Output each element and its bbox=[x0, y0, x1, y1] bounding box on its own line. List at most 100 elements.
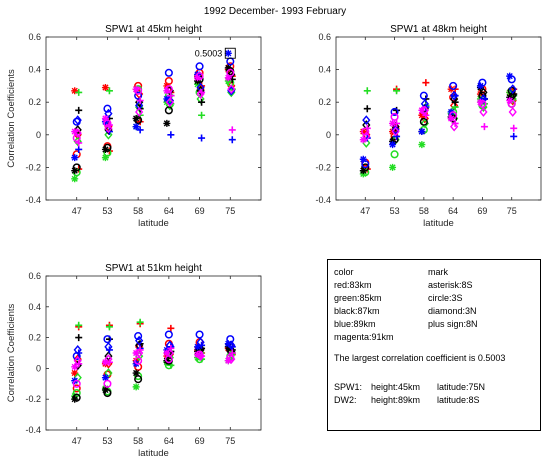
x-axis-label: latitude bbox=[138, 448, 169, 459]
point-magenta-plus bbox=[167, 92, 175, 100]
point-magenta-circle bbox=[390, 112, 399, 121]
x-tick-label: 75 bbox=[225, 436, 235, 446]
point-green-asterisk bbox=[101, 154, 109, 162]
plot-frame bbox=[45, 36, 262, 201]
x-axis-label: latitude bbox=[423, 218, 454, 229]
point-magenta-asterisk bbox=[389, 119, 397, 127]
point-red-asterisk bbox=[476, 90, 484, 98]
legend-dw-label: DW2: bbox=[334, 395, 357, 405]
y-tick-label: 0 bbox=[36, 363, 41, 373]
y-tick-label: 0.4 bbox=[28, 302, 41, 312]
point-blue-asterisk bbox=[71, 154, 79, 162]
plot-frame bbox=[45, 275, 262, 431]
point-magenta-asterisk bbox=[71, 128, 79, 136]
point-magenta-circle bbox=[134, 86, 143, 95]
point-magenta-asterisk bbox=[101, 358, 109, 366]
point-red-circle bbox=[164, 76, 173, 86]
point-blue-circle bbox=[164, 330, 173, 339]
point-blue-circle bbox=[134, 332, 143, 341]
point-black-asterisk bbox=[163, 119, 171, 127]
chart-panel-2: -0.4 -0.2 0 0.2 0.4 0.6 47 53 58 64 69 75 SPW1 at 48… bbox=[315, 24, 542, 229]
point-black-circle bbox=[361, 163, 370, 172]
point-black-asterisk bbox=[132, 369, 140, 377]
point-green-plus bbox=[393, 87, 401, 95]
legend-color-blue: blue:89km bbox=[334, 319, 376, 329]
point-magenta-diamond bbox=[479, 107, 488, 117]
x-tick-label: 58 bbox=[133, 436, 143, 446]
point-blue-plus bbox=[167, 131, 175, 139]
point-magenta-circle bbox=[226, 68, 235, 77]
point-red-plus bbox=[422, 79, 430, 87]
point-blue-diamond bbox=[227, 340, 236, 351]
legend-color-black: black:87km bbox=[334, 306, 380, 316]
point-green-asterisk bbox=[389, 163, 397, 171]
point-black-circle bbox=[103, 143, 112, 152]
y-tick-label: 0 bbox=[326, 130, 331, 140]
point-green-plus bbox=[75, 321, 83, 329]
point-blue-circle bbox=[195, 62, 204, 71]
point-magenta-circle bbox=[134, 356, 143, 365]
point-blue-diamond bbox=[450, 90, 459, 101]
point-blue-asterisk bbox=[418, 128, 426, 136]
point-blue-asterisk bbox=[224, 340, 232, 348]
point-blue-asterisk bbox=[132, 123, 140, 131]
point-blue-plus bbox=[136, 126, 144, 134]
point-black-plus bbox=[451, 98, 459, 106]
point-magenta-plus bbox=[105, 121, 113, 129]
x-tick-label: 69 bbox=[477, 206, 487, 216]
y-tick-label: 0.6 bbox=[318, 32, 331, 42]
point-blue-circle bbox=[361, 160, 370, 169]
x-tick-label: 47 bbox=[360, 206, 370, 216]
point-black-circle bbox=[103, 388, 112, 398]
point-green-diamond bbox=[104, 368, 113, 378]
point-blue-asterisk bbox=[163, 95, 171, 103]
point-magenta-asterisk bbox=[359, 136, 367, 144]
point-magenta-circle bbox=[72, 379, 81, 388]
point-magenta-diamond bbox=[73, 128, 82, 139]
point-blue-plus bbox=[75, 349, 83, 357]
point-magenta-plus bbox=[198, 352, 206, 360]
point-blue-diamond bbox=[73, 115, 82, 126]
point-magenta-plus bbox=[422, 111, 430, 119]
point-blue-diamond bbox=[508, 84, 517, 95]
point-blue-asterisk bbox=[101, 374, 109, 382]
point-red-plus bbox=[136, 118, 144, 126]
x-tick-label: 75 bbox=[507, 206, 517, 216]
x-tick-label: 69 bbox=[195, 206, 205, 216]
legend-color-magenta: magenta:91km bbox=[334, 332, 394, 342]
point-magenta-plus bbox=[510, 124, 518, 132]
point-green-diamond bbox=[362, 138, 371, 148]
point-red-asterisk bbox=[359, 128, 367, 136]
point-green-plus bbox=[105, 87, 113, 95]
point-blue-circle bbox=[134, 91, 143, 100]
legend-mark-diamond: diamond:3N bbox=[428, 306, 477, 316]
point-magenta-plus bbox=[480, 123, 488, 131]
x-tick-label: 69 bbox=[195, 436, 205, 446]
point-magenta-asterisk bbox=[71, 363, 79, 371]
point-blue-diamond bbox=[135, 335, 144, 346]
point-magenta-asterisk bbox=[224, 74, 232, 82]
x-tick-label: 53 bbox=[102, 206, 112, 216]
y-tick-label: 0.4 bbox=[28, 65, 41, 75]
chart-panel-1: -0.4 -0.2 0 0.2 0.4 0.6 47 53 58 64 69 75 SPW1 at 45… bbox=[6, 24, 262, 229]
point-black-circle bbox=[164, 106, 173, 115]
legend-dw-height: height:89km bbox=[371, 395, 421, 405]
legend-mark-asterisk: asterisk:8S bbox=[428, 280, 473, 290]
legend-color-header: color bbox=[334, 267, 354, 277]
point-magenta-plus bbox=[136, 97, 144, 105]
legend-spw-latitude: latitude:75N bbox=[437, 382, 486, 392]
point-blue-plus bbox=[451, 92, 459, 100]
point-black-plus bbox=[363, 105, 371, 113]
y-tick-label: -0.2 bbox=[315, 162, 331, 172]
legend-dw-latitude: latitude:8S bbox=[437, 395, 480, 405]
point-magenta-diamond bbox=[196, 351, 205, 361]
point-black-circle bbox=[134, 116, 143, 125]
point-magenta-diamond bbox=[450, 121, 459, 132]
point-magenta-asterisk bbox=[194, 351, 202, 359]
point-magenta-plus bbox=[167, 344, 175, 352]
point-black-circle bbox=[72, 163, 81, 172]
x-tick-label: 64 bbox=[448, 206, 458, 216]
point-magenta-circle bbox=[103, 379, 112, 388]
point-magenta-plus bbox=[451, 119, 459, 127]
